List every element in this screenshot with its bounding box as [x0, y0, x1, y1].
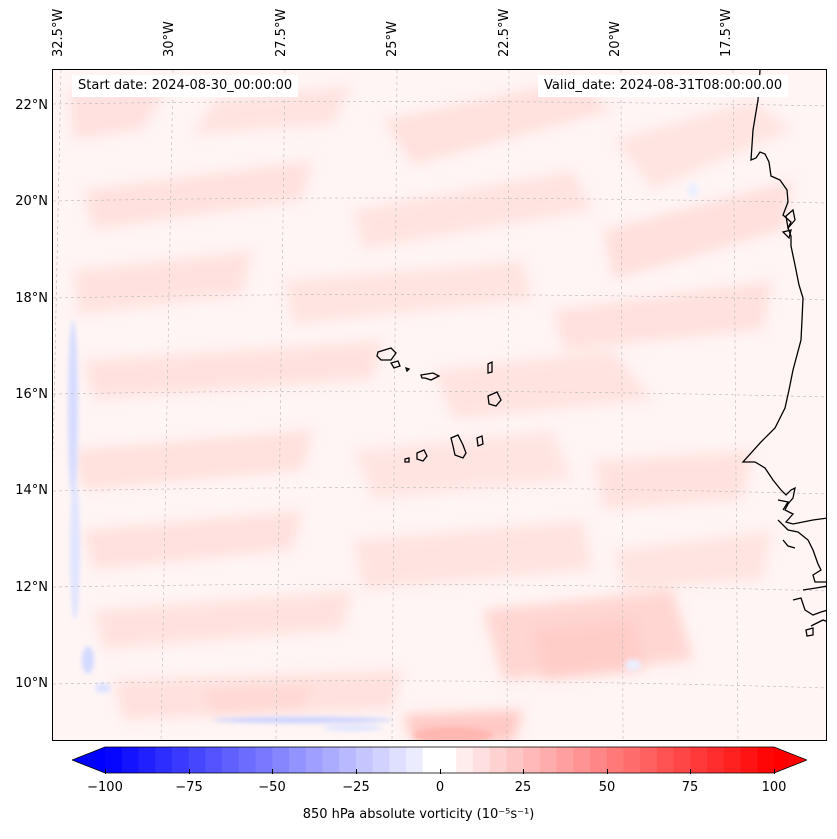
colorbar-segment	[205, 747, 223, 773]
island-fogo	[416, 449, 428, 462]
start-date-label: Start date: 2024-08-30_00:00:00	[72, 75, 299, 97]
lon-label-32-5w: 32.5°W	[51, 8, 66, 57]
colorbar	[72, 746, 807, 774]
colorbar-extend-max	[774, 747, 807, 773]
colorbar-segment	[573, 747, 591, 773]
colorbar-segment	[623, 747, 641, 773]
colorbar-segment	[422, 747, 440, 773]
island-santo-antao	[376, 347, 397, 361]
lat-label-12n: 12°N	[15, 580, 48, 595]
island-sao-vicente	[390, 360, 401, 369]
lat-label-16n: 16°N	[15, 387, 48, 402]
colorbar-segment	[539, 747, 558, 773]
cape-verde-islands	[376, 347, 502, 463]
colorbar-segment	[640, 747, 658, 773]
colorbar-segment	[389, 747, 407, 773]
colorbar-segment	[105, 747, 123, 773]
colorbar-tick-label: 0	[435, 780, 445, 795]
colorbar-tick-label: −75	[175, 780, 203, 795]
colorbar-tick-label: 75	[681, 780, 699, 795]
lon-label-30w: 30°W	[162, 21, 177, 57]
island-boa-vista	[487, 391, 502, 407]
colorbar-segment	[372, 747, 390, 773]
island-sal	[487, 360, 493, 374]
colorbar-segment	[673, 747, 691, 773]
lat-label-18n: 18°N	[15, 291, 48, 306]
colorbar-segment	[523, 747, 541, 773]
colorbar-segment	[272, 747, 290, 773]
colorbar-segment	[489, 747, 507, 773]
lon-label-25w: 25°W	[385, 21, 400, 57]
island-sao-nicolau	[420, 372, 441, 381]
colorbar-segment	[707, 747, 725, 773]
map-canvas	[53, 70, 826, 740]
lon-label-17-5w: 17.5°W	[719, 8, 734, 57]
colorbar-segment	[506, 747, 524, 773]
colorbar-tick-label: 25	[514, 780, 532, 795]
lon-label-27-5w: 27.5°W	[274, 8, 289, 57]
colorbar-tick	[105, 769, 106, 774]
colorbar-label: 850 hPa absolute vorticity (10⁻⁵s⁻¹)	[302, 807, 535, 822]
lon-label-22-5w: 22.5°W	[497, 8, 512, 57]
lat-label-10n: 10°N	[15, 676, 48, 691]
colorbar-segment	[171, 747, 190, 773]
colorbar-segment	[439, 747, 457, 773]
lat-label-20n: 20°N	[15, 194, 48, 209]
colorbar-segment	[472, 747, 491, 773]
colorbar-segment	[339, 747, 357, 773]
colorbar-segment	[456, 747, 474, 773]
colorbar-tick	[440, 769, 441, 774]
colorbar-tick-label: 50	[598, 780, 616, 795]
colorbar-tick	[607, 769, 608, 774]
lat-label-14n: 14°N	[15, 483, 48, 498]
colorbar-tick	[272, 769, 273, 774]
island-maio	[476, 435, 484, 447]
colorbar-segment	[322, 747, 340, 773]
colorbar-segment	[656, 747, 675, 773]
colorbar-segment	[305, 747, 323, 773]
colorbar-tick	[189, 769, 190, 774]
colorbar-tick	[523, 769, 524, 774]
colorbar-segment	[723, 747, 742, 773]
vorticity-field	[53, 70, 826, 740]
colorbar-segment	[188, 747, 206, 773]
colorbar-segment	[606, 747, 624, 773]
colorbar-tick-label: −100	[87, 780, 123, 795]
lat-label-22n: 22°N	[15, 98, 48, 113]
island-santiago	[450, 434, 467, 459]
vorticity-map[interactable]	[52, 69, 827, 741]
colorbar-segment	[238, 747, 257, 773]
colorbar-segment	[556, 747, 574, 773]
africa-coastline	[741, 70, 826, 637]
colorbar-segment	[155, 747, 173, 773]
colorbar-segment	[740, 747, 758, 773]
valid-date-label: Valid_date: 2024-08-31T08:00:00.00	[538, 75, 789, 97]
colorbar-tick-label: −50	[258, 780, 286, 795]
lon-label-20w: 20°W	[608, 21, 623, 57]
colorbar-segment	[255, 747, 273, 773]
colorbar-extend-min	[72, 747, 105, 773]
colorbar-segment	[121, 747, 139, 773]
colorbar-tick	[690, 769, 691, 774]
colorbar-segment	[757, 747, 775, 773]
gridlines	[53, 70, 826, 740]
colorbar-tick-label: 100	[761, 780, 787, 795]
colorbar-segment	[690, 747, 708, 773]
colorbar-segment	[355, 747, 374, 773]
colorbar-segment	[222, 747, 240, 773]
colorbar-tick	[356, 769, 357, 774]
colorbar-segment	[590, 747, 608, 773]
colorbar-segment	[406, 747, 424, 773]
island-santa-luzia	[404, 366, 411, 373]
colorbar-tick	[774, 769, 775, 774]
colorbar-tick-label: −25	[342, 780, 370, 795]
island-brava	[404, 457, 410, 463]
colorbar-segment	[288, 747, 307, 773]
colorbar-segment	[138, 747, 156, 773]
